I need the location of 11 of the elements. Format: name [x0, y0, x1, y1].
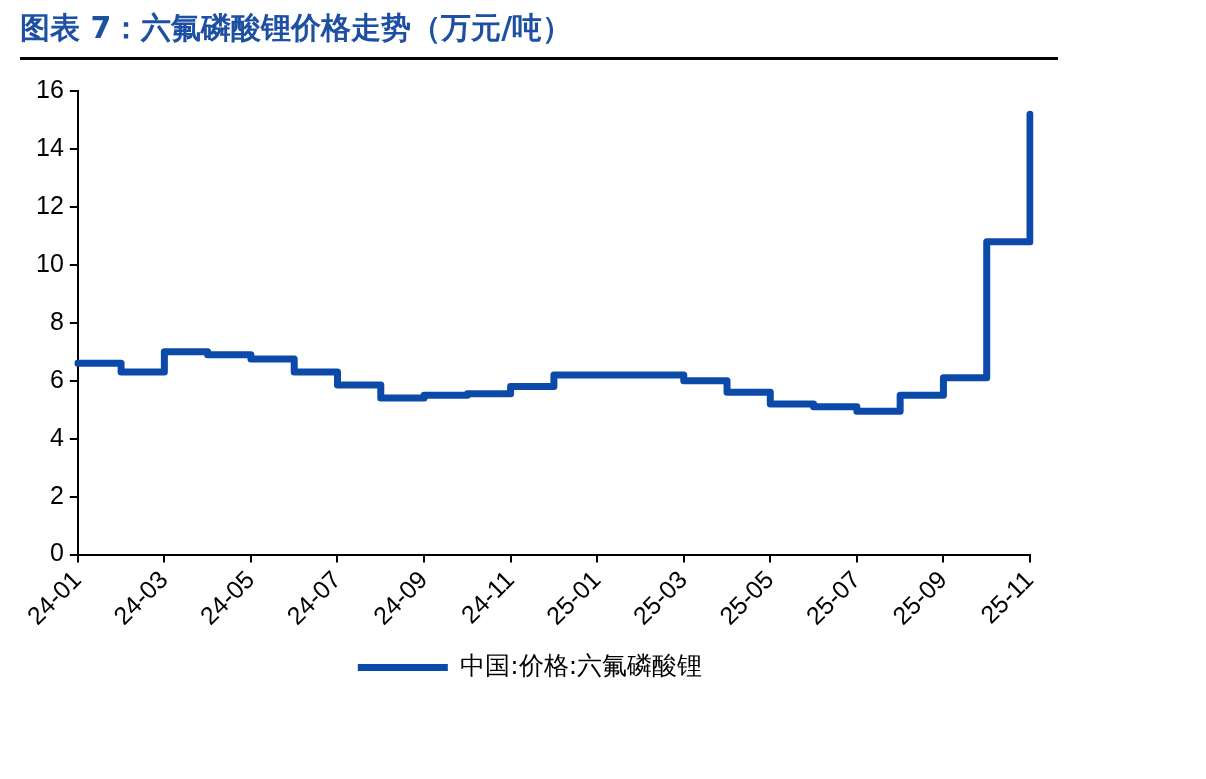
y-tick-label: 16 [36, 74, 64, 103]
y-tick-label: 8 [49, 306, 64, 335]
y-tick-label: 14 [36, 132, 64, 161]
y-tick-label: 0 [49, 538, 64, 567]
legend-label: 中国:价格:六氟磷酸锂 [460, 651, 703, 680]
y-tick-label: 10 [36, 248, 64, 277]
chart-title: 图表 7：六氟磷酸锂价格走势（万元/吨） [20, 8, 1058, 60]
y-tick-label: 2 [49, 480, 64, 509]
y-tick-label: 12 [36, 190, 64, 219]
y-tick-label: 6 [49, 364, 64, 393]
y-tick-label: 4 [49, 422, 64, 451]
